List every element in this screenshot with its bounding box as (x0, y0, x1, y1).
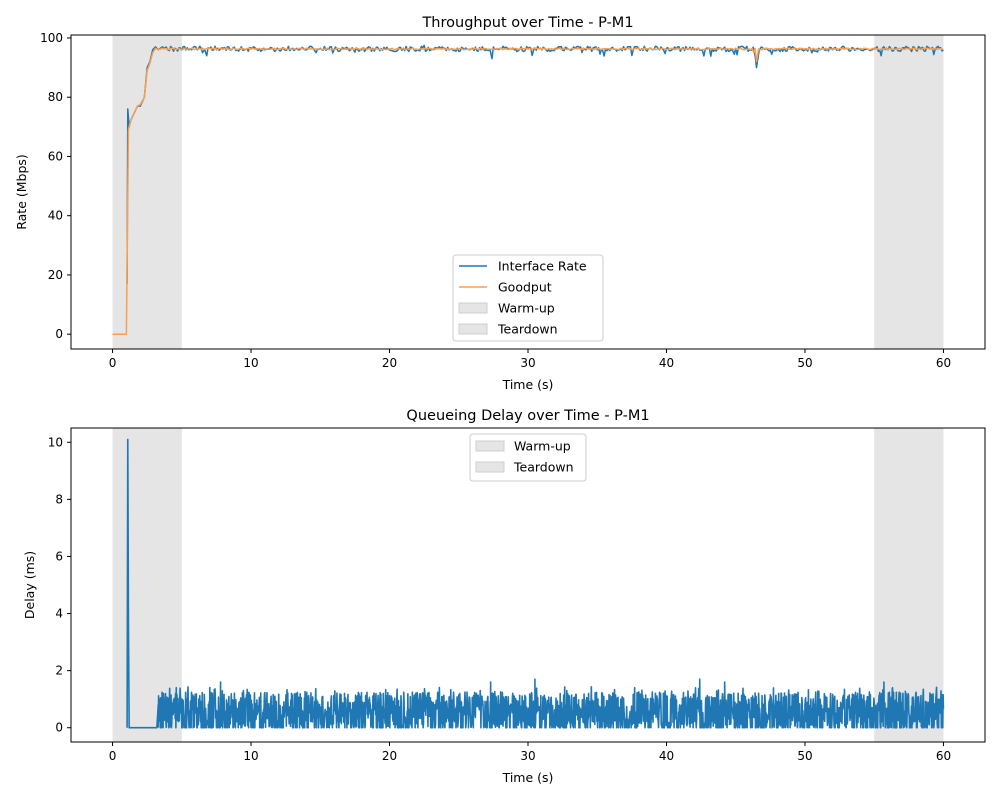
throughput-shaded-regions (112, 35, 944, 349)
throughput-x-ticks: 0 10 20 30 40 50 60 (109, 349, 951, 370)
throughput-legend: Interface Rate Goodput Warm-up Teardown (452, 254, 604, 342)
legend-warm-up-label: Warm-up (498, 301, 555, 316)
y-tick-label: 60 (48, 149, 63, 163)
x-tick-label: 0 (109, 356, 117, 370)
legend-goodput-label: Goodput (498, 280, 552, 295)
shaded-region-teardown (874, 428, 944, 742)
shaded-region-teardown (874, 35, 944, 349)
series-line-queueing-delay (126, 438, 945, 729)
throughput-y-ticks: 0 20 40 60 80 100 (40, 31, 71, 341)
throughput-y-axis-label: Rate (Mbps) (14, 154, 29, 230)
x-tick-label: 60 (936, 356, 951, 370)
throughput-lines (112, 44, 944, 335)
delay-lines (126, 438, 945, 729)
x-tick-label: 20 (382, 356, 397, 370)
y-tick-label: 0 (55, 721, 63, 735)
y-tick-label: 10 (48, 435, 63, 449)
delay-chart-title: Queueing Delay over Time - P-M1 (406, 408, 649, 424)
delay-x-ticks: 0 10 20 30 40 50 60 (109, 742, 951, 763)
legend-teardown-swatch (458, 323, 488, 335)
y-tick-label: 6 (55, 549, 63, 563)
x-tick-label: 20 (382, 749, 397, 763)
y-tick-label: 20 (48, 268, 63, 282)
y-tick-label: 80 (48, 90, 63, 104)
y-tick-label: 0 (55, 327, 63, 341)
shaded-region-warm-up (112, 35, 182, 349)
x-tick-label: 50 (797, 356, 812, 370)
x-tick-label: 30 (520, 356, 535, 370)
legend-warm-up-swatch (458, 302, 488, 314)
throughput-chart-title: Throughput over Time - P-M1 (421, 15, 633, 31)
delay-y-ticks: 0 2 4 6 8 10 (48, 435, 71, 735)
legend-teardown-swatch (475, 461, 505, 473)
y-tick-label: 4 (55, 607, 63, 621)
legend-warm-up-swatch (475, 440, 505, 452)
x-tick-label: 40 (659, 356, 674, 370)
x-tick-label: 60 (936, 749, 951, 763)
y-tick-label: 40 (48, 209, 63, 223)
throughput-x-axis-label: Time (s) (502, 377, 554, 392)
delay-x-axis-label: Time (s) (502, 770, 554, 785)
y-tick-label: 2 (55, 664, 63, 678)
throughput-chart: 0 10 20 30 40 50 60 0 20 40 60 80 100 Throughput ov… (14, 15, 986, 392)
legend-warm-up-label: Warm-up (514, 439, 571, 454)
x-tick-label: 0 (109, 749, 117, 763)
legend-teardown-label: Teardown (497, 322, 558, 337)
x-tick-label: 10 (243, 749, 258, 763)
delay-legend: Warm-up Teardown (469, 433, 587, 482)
x-tick-label: 30 (520, 749, 535, 763)
legend-interface-rate-label: Interface Rate (498, 259, 587, 274)
series-line-goodput (112, 47, 944, 335)
x-tick-label: 10 (243, 356, 258, 370)
queueing-delay-chart: 0 10 20 30 40 50 60 0 2 4 6 8 10 Queueing Delay ove… (22, 408, 986, 785)
throughput-legend-box (452, 254, 604, 342)
series-line-interface-rate (126, 44, 944, 284)
y-tick-label: 100 (40, 31, 63, 45)
legend-teardown-label: Teardown (513, 460, 574, 475)
x-tick-label: 50 (797, 749, 812, 763)
x-tick-label: 40 (659, 749, 674, 763)
delay-y-axis-label: Delay (ms) (22, 551, 37, 619)
y-tick-label: 8 (55, 492, 63, 506)
